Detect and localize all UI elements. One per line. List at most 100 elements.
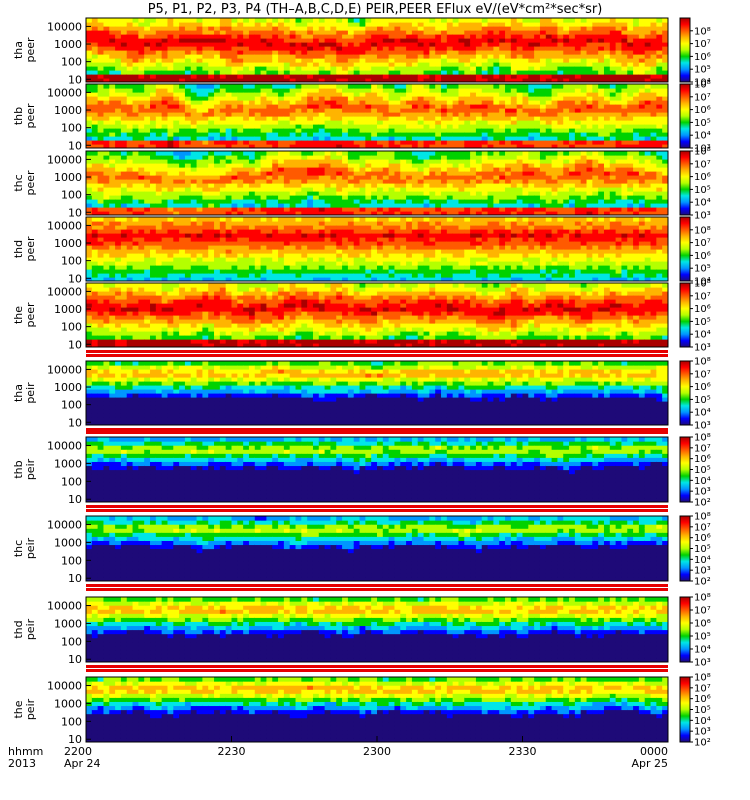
heatmap-cell: [475, 179, 483, 184]
heatmap-cell: [97, 233, 105, 238]
heatmap-cell: [190, 211, 198, 215]
heatmap-cell: [615, 120, 623, 125]
heatmap-cell: [138, 88, 145, 93]
heatmap-cell: [574, 203, 582, 208]
heatmap-cell: [120, 100, 128, 105]
heatmap-cell: [272, 100, 279, 105]
heatmap-cell: [324, 199, 332, 204]
heatmap-cell: [400, 175, 407, 180]
heatmap-cell: [539, 70, 547, 75]
colorbar-scale: [679, 150, 691, 216]
heatmap-cell: [574, 116, 582, 121]
heatmap-cell: [208, 74, 215, 79]
heatmap-cell: [173, 54, 180, 59]
heatmap-cell: [266, 211, 273, 215]
heatmap-cell: [219, 128, 227, 133]
heatmap-cell: [505, 46, 512, 51]
heatmap-cell: [132, 70, 139, 75]
heatmap-cell: [377, 144, 384, 148]
heatmap-cell: [155, 116, 163, 121]
heatmap-cell: [441, 112, 448, 117]
heatmap-cell: [627, 92, 634, 97]
heatmap-cell: [551, 30, 559, 35]
heatmap-cell: [435, 207, 442, 212]
heatmap-cell: [429, 151, 436, 156]
heatmap-cell: [603, 167, 611, 172]
heatmap-cell: [312, 58, 320, 63]
heatmap-cell: [464, 62, 471, 67]
heatmap-cell: [627, 66, 634, 71]
heatmap-cell: [365, 62, 372, 67]
heatmap-cell: [551, 54, 559, 59]
heatmap-cell: [347, 195, 355, 200]
heatmap-cell: [510, 50, 518, 55]
heatmap-cell: [132, 167, 139, 172]
heatmap-cell: [377, 108, 384, 113]
heatmap-cell: [609, 171, 617, 176]
heatmap-cell: [318, 175, 326, 180]
heatmap-cell: [539, 96, 547, 101]
heatmap-cell: [248, 84, 256, 89]
heatmap-cell: [417, 108, 425, 113]
heatmap-cell: [475, 108, 483, 113]
heatmap-cell: [400, 100, 407, 105]
heatmap-cell: [260, 183, 268, 188]
heatmap-cell: [237, 92, 244, 97]
heatmap-cell: [458, 124, 465, 129]
heatmap-cell: [225, 151, 233, 156]
heatmap-cell: [534, 183, 541, 188]
heatmap-cell: [260, 128, 268, 133]
heatmap-cell: [196, 175, 203, 180]
heatmap-cell: [470, 34, 477, 39]
heatmap-cell: [464, 50, 471, 55]
heatmap-cell: [359, 116, 366, 121]
heatmap-cell: [534, 22, 541, 27]
heatmap-cell: [662, 155, 668, 160]
heatmap-cell: [283, 62, 291, 67]
heatmap-cell: [569, 124, 576, 129]
heatmap-cell: [342, 195, 349, 200]
heatmap-cell: [377, 18, 384, 23]
heatmap-cell: [411, 88, 419, 93]
heatmap-cell: [603, 70, 611, 75]
heatmap-cell: [557, 203, 564, 208]
heatmap-cell: [371, 92, 378, 97]
heatmap-cell: [574, 175, 582, 180]
heatmap-cell: [237, 18, 244, 23]
heatmap-cell: [557, 144, 564, 148]
heatmap-cell: [446, 179, 454, 184]
heatmap-cell: [208, 112, 215, 117]
heatmap-cell: [510, 207, 518, 212]
heatmap-cell: [219, 124, 227, 129]
heatmap-cell: [161, 136, 169, 141]
heatmap-cell: [208, 46, 215, 51]
heatmap-cell: [644, 74, 652, 79]
heatmap-cell: [353, 195, 361, 200]
heatmap-cell: [557, 136, 564, 141]
heatmap-cell: [91, 167, 99, 172]
heatmap-cell: [208, 26, 215, 31]
heatmap-cell: [563, 112, 570, 117]
heatmap-cell: [557, 42, 564, 47]
heatmap-cell: [109, 62, 116, 67]
heatmap-cell: [248, 78, 256, 82]
heatmap-cell: [184, 155, 192, 160]
heatmap-cell: [458, 18, 465, 23]
heatmap-cell: [487, 92, 494, 97]
heatmap-cell: [435, 78, 442, 82]
heatmap-cell: [534, 78, 541, 82]
heatmap-cell: [633, 108, 640, 113]
heatmap-cell: [347, 78, 355, 82]
heatmap-cell: [126, 151, 134, 156]
heatmap-cell: [662, 74, 668, 79]
heatmap-cell: [336, 78, 343, 82]
heatmap-cell: [278, 136, 285, 141]
heatmap-cell: [272, 144, 279, 148]
heatmap-cell: [662, 30, 668, 35]
heatmap-cell: [231, 108, 238, 113]
heatmap-cell: [184, 84, 192, 89]
heatmap-cell: [545, 26, 553, 31]
heatmap-cell: [493, 167, 500, 172]
heatmap-cell: [115, 261, 122, 266]
heatmap-cell: [411, 22, 419, 27]
